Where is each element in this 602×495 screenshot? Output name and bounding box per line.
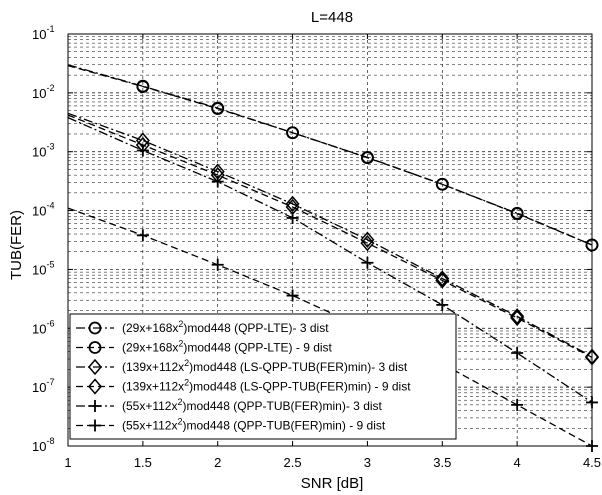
circle-marker (211, 102, 225, 116)
x-tick-label: 3.5 (433, 455, 451, 470)
diamond-marker (360, 231, 375, 248)
series-line (67, 112, 593, 358)
x-tick-label: 3 (364, 455, 371, 470)
plus-marker (136, 144, 149, 157)
diamond-marker (510, 308, 525, 325)
x-tick-label: 4 (514, 455, 521, 470)
plus-marker (361, 256, 374, 269)
plus-marker (511, 398, 524, 411)
series-line (67, 117, 593, 403)
circle-marker (510, 207, 524, 220)
circle-marker (361, 151, 374, 165)
circle-marker (136, 80, 150, 93)
series-line (67, 207, 593, 447)
x-tick-label: 2 (214, 455, 221, 470)
circle-marker (435, 177, 449, 191)
x-axis-label: SNR [dB] (301, 475, 364, 492)
circle-marker (88, 321, 102, 335)
diamond-marker (88, 378, 102, 395)
legend-entry: (55x+112x2)mod448 (QPP-TUB(FER)min)- 3 d… (122, 397, 383, 413)
legend-box (69, 313, 457, 440)
diamond-marker (435, 272, 450, 289)
circle-marker (286, 126, 299, 140)
plus-marker (89, 400, 101, 412)
diamond-marker (88, 358, 102, 376)
plus-marker (136, 229, 149, 242)
legend-entry: (29x+168x2)mod448 (QPP-LTE) - 9 dist (122, 339, 333, 355)
series-line (67, 114, 593, 358)
legend-entry: (139x+112x2)mod448 (LS-QPP-TUB(FER)min)-… (122, 358, 408, 374)
plus-marker (436, 298, 449, 311)
plus-marker (511, 347, 524, 360)
diamond-marker (360, 234, 375, 252)
series-line (67, 64, 593, 246)
legend-entry: (29x+168x2)mod448 (QPP-LTE)- 3 dist (122, 319, 329, 335)
diamond-marker (510, 309, 525, 327)
plus-marker (286, 289, 299, 302)
series-layer (67, 64, 599, 452)
plus-marker (286, 211, 299, 224)
x-tick-label: 2.5 (284, 455, 302, 470)
plus-marker (89, 419, 101, 432)
x-tick-label: 1 (64, 455, 71, 470)
diamond-marker (285, 195, 300, 213)
plus-marker (211, 175, 224, 188)
plot-frame (67, 33, 593, 447)
diamond-marker (435, 270, 450, 287)
chart-title: L=448 (311, 9, 353, 26)
plus-marker (211, 258, 224, 271)
legend-entry: (55x+112x2)mod448 (QPP-TUB(FER)min) - 9 … (122, 417, 386, 433)
y-axis-label: TUB(FER) (8, 210, 25, 280)
legend-entry: (139x+112x2)mod448 (LS-QPP-TUB(FER)min) … (122, 378, 411, 394)
circle-marker (88, 341, 102, 354)
legend: (29x+168x2)mod448 (QPP-LTE)- 3 dist (29x+… (69, 313, 457, 440)
x-tick-label: 1.5 (134, 455, 152, 470)
x-tick-label: 4.5 (583, 455, 601, 470)
